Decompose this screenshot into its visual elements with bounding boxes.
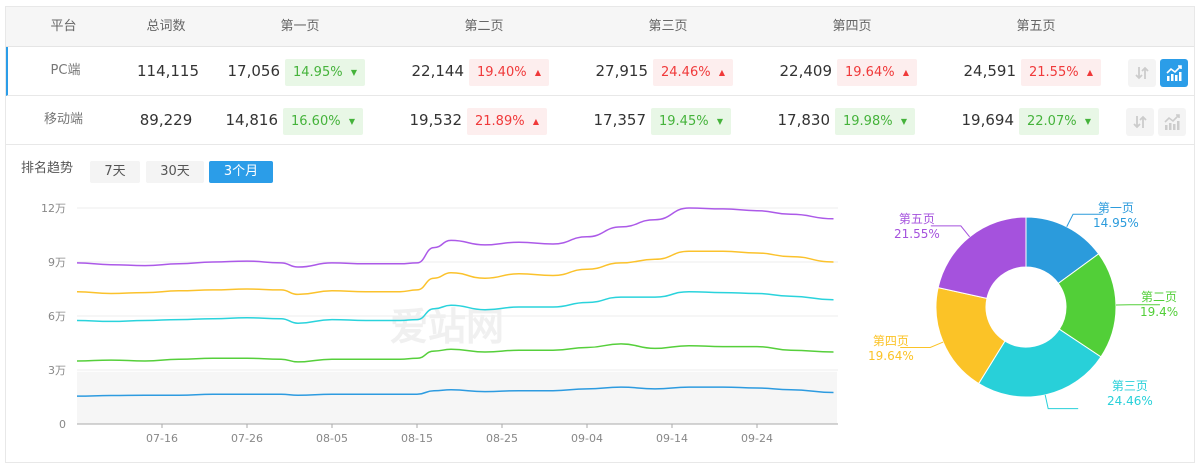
arrow-down-icon: ▼: [348, 117, 355, 126]
arrow-up-icon: ▲: [1086, 68, 1093, 77]
x-tick-label: 07-26: [231, 432, 263, 445]
percent-value: 19.45%: [659, 114, 709, 129]
percent-value: 24.46%: [661, 65, 711, 80]
series-line-2: [76, 343, 834, 363]
trend-chart-button[interactable]: [1160, 59, 1188, 87]
header-page-3: 第三页: [648, 19, 688, 34]
page-4-percent-badge: 19.98% ▼: [835, 108, 915, 135]
header-platform: 平台: [50, 19, 77, 34]
arrow-up-icon: ▲: [532, 117, 539, 126]
pie-label-page-1: 第一页 14.95%: [1093, 201, 1139, 230]
page-5-percent-badge: 21.55% ▲: [1021, 59, 1101, 86]
pie-label-page-2: 第二页 19.4%: [1140, 290, 1179, 319]
pie-label-page-3: 第三页 24.46%: [1107, 379, 1153, 408]
range-7-days-button[interactable]: 7天: [90, 161, 140, 183]
page-1-percent-badge: 16.60% ▼: [283, 108, 363, 135]
x-tick-label: 09-04: [571, 432, 603, 445]
sort-button[interactable]: [1128, 59, 1156, 87]
percent-value: 19.98%: [843, 114, 893, 129]
series-line-1: [76, 386, 834, 397]
series-line-4: [76, 250, 834, 296]
y-tick-label: 3万: [48, 364, 66, 377]
range-30-days-button[interactable]: 30天: [146, 161, 204, 183]
page-3-count: 17,357: [593, 111, 647, 129]
sort-icon: [1135, 66, 1149, 80]
trend-chart-button[interactable]: [1158, 108, 1186, 136]
arrow-down-icon: ▼: [716, 117, 723, 126]
header-page-5: 第五页: [1016, 19, 1056, 34]
page-2-count: 19,532: [409, 111, 463, 129]
x-tick-label: 09-14: [656, 432, 688, 445]
page-4-percent-badge: 19.64% ▲: [837, 59, 917, 86]
x-tick-label: 08-15: [401, 432, 433, 445]
page-1-count: 14,816: [225, 111, 279, 129]
header-page-1: 第一页: [280, 19, 320, 34]
trend-label: 排名趋势: [21, 161, 74, 176]
total-keywords: 89,229: [139, 111, 193, 129]
page-2-percent-badge: 19.40% ▲: [469, 59, 549, 86]
page-3-percent-badge: 24.46% ▲: [653, 59, 733, 86]
arrow-up-icon: ▲: [534, 68, 541, 77]
page-2-count: 22,144: [411, 62, 465, 80]
table-row: 移动端 89,229 14,816 16.60% ▼ 19,532 21.89% ▲ 17…: [6, 96, 1194, 145]
pie-label-page-4: 第四页 19.64%: [868, 334, 914, 363]
percent-value: 19.40%: [477, 65, 527, 80]
series-line-3: [76, 290, 834, 324]
header-page-2: 第二页: [464, 19, 504, 34]
y-tick-label: 0: [59, 418, 66, 431]
page-2-percent-badge: 21.89% ▲: [467, 108, 547, 135]
range-3-months-button[interactable]: 3个月: [209, 161, 273, 183]
page-3-count: 27,915: [595, 62, 649, 80]
page-4-count: 17,830: [777, 111, 831, 129]
arrow-down-icon: ▼: [350, 68, 357, 77]
chart-icon: [1166, 65, 1182, 81]
platform-name: PC端: [50, 63, 81, 78]
page-5-count: 19,694: [961, 111, 1015, 129]
shaded-band: [77, 371, 837, 424]
percent-value: 14.95%: [293, 65, 343, 80]
x-tick-label: 09-24: [741, 432, 773, 445]
x-tick-label: 08-25: [486, 432, 518, 445]
page-5-percent-badge: 22.07% ▼: [1019, 108, 1099, 135]
page-4-count: 22,409: [779, 62, 833, 80]
y-tick-label: 9万: [48, 256, 66, 269]
arrow-up-icon: ▲: [902, 68, 909, 77]
table-header: 平台 总词数 第一页 第二页 第三页 第四页 第五页: [6, 7, 1194, 47]
page-3-percent-badge: 19.45% ▼: [651, 108, 731, 135]
table-row: PC端 114,115 17,056 14.95% ▼ 22,144 19.40% ▲ 2…: [6, 47, 1194, 96]
percent-value: 19.64%: [845, 65, 895, 80]
ranking-panel: 平台 总词数 第一页 第二页 第三页 第四页 第五页 PC端 114,115 17…: [5, 6, 1195, 463]
page-5-count: 24,591: [963, 62, 1017, 80]
y-tick-label: 6万: [48, 310, 66, 323]
watermark: 爱站网: [390, 305, 504, 349]
percent-value: 22.07%: [1027, 114, 1077, 129]
y-tick-label: 12万: [41, 202, 66, 215]
header-total: 总词数: [146, 19, 186, 34]
pie-label-page-5: 第五页 21.55%: [894, 212, 940, 241]
total-keywords: 114,115: [136, 62, 200, 80]
series-line-5: [76, 207, 834, 268]
arrow-down-icon: ▼: [900, 117, 907, 126]
header-page-4: 第四页: [832, 19, 872, 34]
sort-button[interactable]: [1126, 108, 1154, 136]
percent-value: 21.55%: [1029, 65, 1079, 80]
page-1-count: 17,056: [227, 62, 281, 80]
sort-icon: [1133, 115, 1147, 129]
x-tick-label: 08-05: [316, 432, 348, 445]
chart-icon: [1164, 114, 1180, 130]
page-1-percent-badge: 14.95% ▼: [285, 59, 365, 86]
x-tick-label: 07-16: [146, 432, 178, 445]
percent-value: 21.89%: [475, 114, 525, 129]
percent-value: 16.60%: [291, 114, 341, 129]
platform-name: 移动端: [43, 112, 83, 127]
arrow-down-icon: ▼: [1084, 117, 1091, 126]
arrow-up-icon: ▲: [718, 68, 725, 77]
